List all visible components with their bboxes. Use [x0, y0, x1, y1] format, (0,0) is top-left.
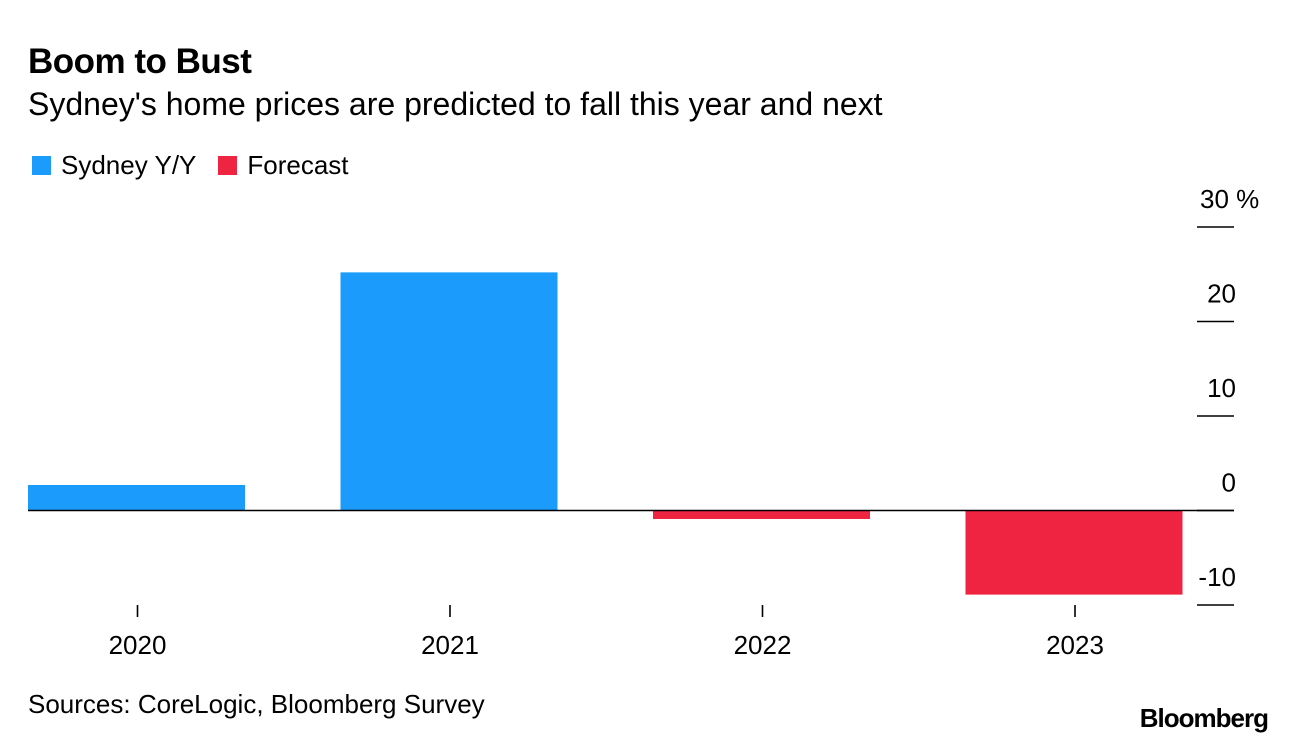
legend-label-forecast: Forecast — [247, 149, 349, 180]
legend-item-sydney: Sydney Y/Y — [32, 150, 196, 181]
x-tick-label: 2023 — [1046, 630, 1104, 660]
bar-2023 — [965, 510, 1183, 595]
y-tick-label: 10 — [1207, 373, 1236, 403]
legend-label-sydney: Sydney Y/Y — [61, 149, 197, 180]
legend-item-forecast: Forecast — [218, 149, 349, 181]
chart-subtitle: Sydney's home prices are predicted to fa… — [28, 86, 883, 122]
bar-2020 — [28, 484, 245, 511]
x-tick-label: 2021 — [421, 630, 479, 660]
chart-title: Boom to Bust — [28, 42, 252, 81]
x-tick-label: 2020 — [109, 630, 167, 660]
x-tick-label: 2022 — [734, 630, 792, 660]
source-note: Sources: CoreLogic, Bloomberg Survey — [28, 689, 485, 719]
legend: Sydney Y/Y Forecast — [32, 148, 371, 182]
y-tick-label: 30 % — [1200, 184, 1259, 214]
y-tick-label: 0 — [1222, 468, 1236, 498]
y-tick-label: 20 — [1207, 279, 1236, 309]
bar-2021 — [340, 272, 558, 511]
bloomberg-logo: Bloomberg — [1139, 703, 1269, 733]
bar-2022 — [653, 510, 870, 520]
legend-swatch-forecast — [218, 155, 238, 175]
y-tick-label: -10 — [1198, 562, 1236, 592]
legend-swatch-sydney — [32, 155, 51, 175]
